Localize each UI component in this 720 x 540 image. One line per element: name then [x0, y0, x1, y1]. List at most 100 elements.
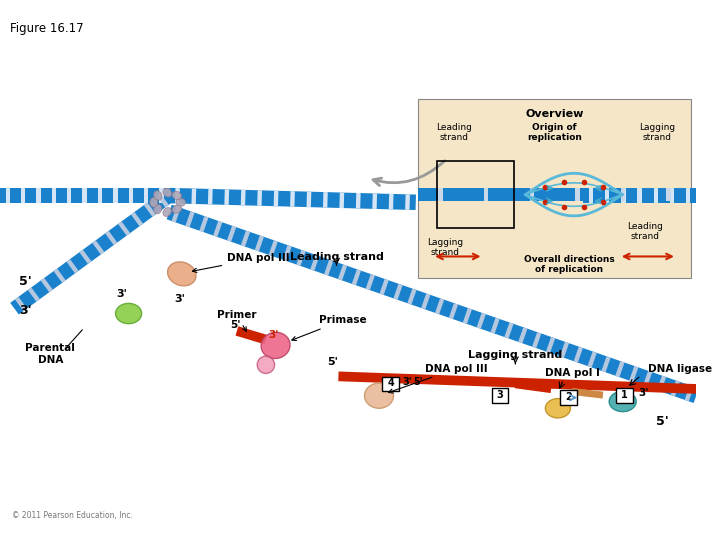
Text: Lagging
strand: Lagging strand	[427, 238, 463, 258]
Polygon shape	[66, 259, 78, 273]
Polygon shape	[671, 380, 680, 396]
Polygon shape	[421, 293, 431, 309]
Polygon shape	[518, 327, 528, 343]
Text: 1: 1	[621, 390, 628, 400]
Text: 3: 3	[497, 390, 503, 400]
Text: Lagging
strand: Lagging strand	[639, 123, 675, 143]
Text: Origin of
replication: Origin of replication	[527, 123, 582, 143]
Text: Primer: Primer	[217, 310, 256, 332]
Polygon shape	[629, 366, 639, 382]
Polygon shape	[338, 265, 347, 280]
FancyBboxPatch shape	[382, 377, 399, 392]
Ellipse shape	[168, 262, 196, 286]
Text: 3': 3'	[116, 289, 127, 299]
Text: 5': 5'	[230, 320, 240, 330]
Polygon shape	[616, 361, 624, 377]
Text: 5': 5'	[19, 274, 32, 287]
Polygon shape	[310, 255, 320, 271]
Ellipse shape	[115, 303, 142, 323]
FancyArrowPatch shape	[373, 161, 445, 186]
Text: Parental
DNA: Parental DNA	[25, 343, 75, 365]
Polygon shape	[408, 288, 416, 305]
Polygon shape	[372, 193, 377, 209]
Text: 3': 3'	[269, 330, 279, 340]
Ellipse shape	[176, 198, 186, 206]
Polygon shape	[654, 188, 658, 203]
Ellipse shape	[172, 192, 181, 199]
Polygon shape	[667, 188, 671, 201]
Polygon shape	[588, 352, 597, 367]
Polygon shape	[144, 188, 148, 203]
Polygon shape	[92, 240, 104, 254]
FancyBboxPatch shape	[616, 388, 633, 403]
Polygon shape	[113, 188, 117, 203]
Polygon shape	[274, 191, 279, 206]
Polygon shape	[323, 192, 328, 207]
Text: Overall directions
of replication: Overall directions of replication	[523, 254, 614, 274]
Polygon shape	[41, 278, 53, 292]
Polygon shape	[449, 303, 458, 319]
Text: DNA pol III: DNA pol III	[192, 253, 290, 272]
Polygon shape	[105, 231, 117, 245]
Polygon shape	[574, 347, 583, 363]
Ellipse shape	[261, 332, 290, 359]
Polygon shape	[621, 188, 625, 201]
Polygon shape	[36, 188, 40, 203]
Polygon shape	[53, 268, 66, 283]
Polygon shape	[79, 249, 91, 264]
Ellipse shape	[163, 188, 171, 197]
Polygon shape	[529, 188, 534, 201]
Polygon shape	[171, 206, 181, 222]
Text: 5': 5'	[327, 357, 338, 367]
Polygon shape	[621, 188, 626, 203]
Polygon shape	[213, 221, 222, 237]
Polygon shape	[583, 188, 696, 203]
Text: Overview: Overview	[526, 109, 584, 118]
Polygon shape	[490, 318, 500, 334]
Polygon shape	[379, 279, 389, 295]
Polygon shape	[438, 188, 443, 201]
Text: 3': 3'	[402, 377, 412, 387]
Polygon shape	[560, 342, 569, 358]
Polygon shape	[366, 274, 375, 290]
Polygon shape	[356, 193, 361, 208]
Text: 3': 3'	[174, 294, 185, 304]
Polygon shape	[199, 216, 209, 232]
Polygon shape	[546, 337, 555, 353]
Polygon shape	[67, 188, 71, 203]
Text: 2: 2	[565, 392, 572, 402]
Polygon shape	[225, 190, 229, 205]
Bar	[437, 161, 514, 228]
Ellipse shape	[545, 399, 570, 418]
Text: 4: 4	[387, 378, 394, 388]
Polygon shape	[98, 188, 102, 203]
Polygon shape	[227, 226, 236, 242]
Polygon shape	[657, 376, 666, 392]
Ellipse shape	[172, 205, 181, 213]
Text: Leading strand: Leading strand	[289, 252, 384, 262]
Polygon shape	[670, 188, 674, 203]
Polygon shape	[435, 298, 444, 314]
Polygon shape	[192, 188, 197, 204]
Polygon shape	[643, 371, 652, 387]
Polygon shape	[131, 212, 143, 226]
Polygon shape	[82, 188, 87, 203]
Polygon shape	[144, 202, 156, 217]
Text: DNA pol I: DNA pol I	[545, 368, 600, 379]
Text: Leading
strand: Leading strand	[436, 123, 472, 143]
Polygon shape	[601, 356, 611, 372]
Text: Lagging strand: Lagging strand	[468, 350, 562, 360]
FancyBboxPatch shape	[492, 388, 508, 403]
Polygon shape	[352, 269, 361, 285]
Polygon shape	[255, 235, 264, 252]
Polygon shape	[605, 188, 609, 203]
Ellipse shape	[153, 205, 162, 214]
Polygon shape	[484, 188, 488, 201]
Text: 5': 5'	[413, 377, 423, 387]
Polygon shape	[393, 284, 402, 300]
Polygon shape	[463, 308, 472, 324]
FancyBboxPatch shape	[560, 390, 577, 405]
Polygon shape	[169, 188, 416, 210]
Text: Figure 16.17: Figure 16.17	[9, 23, 84, 36]
Polygon shape	[175, 188, 180, 204]
